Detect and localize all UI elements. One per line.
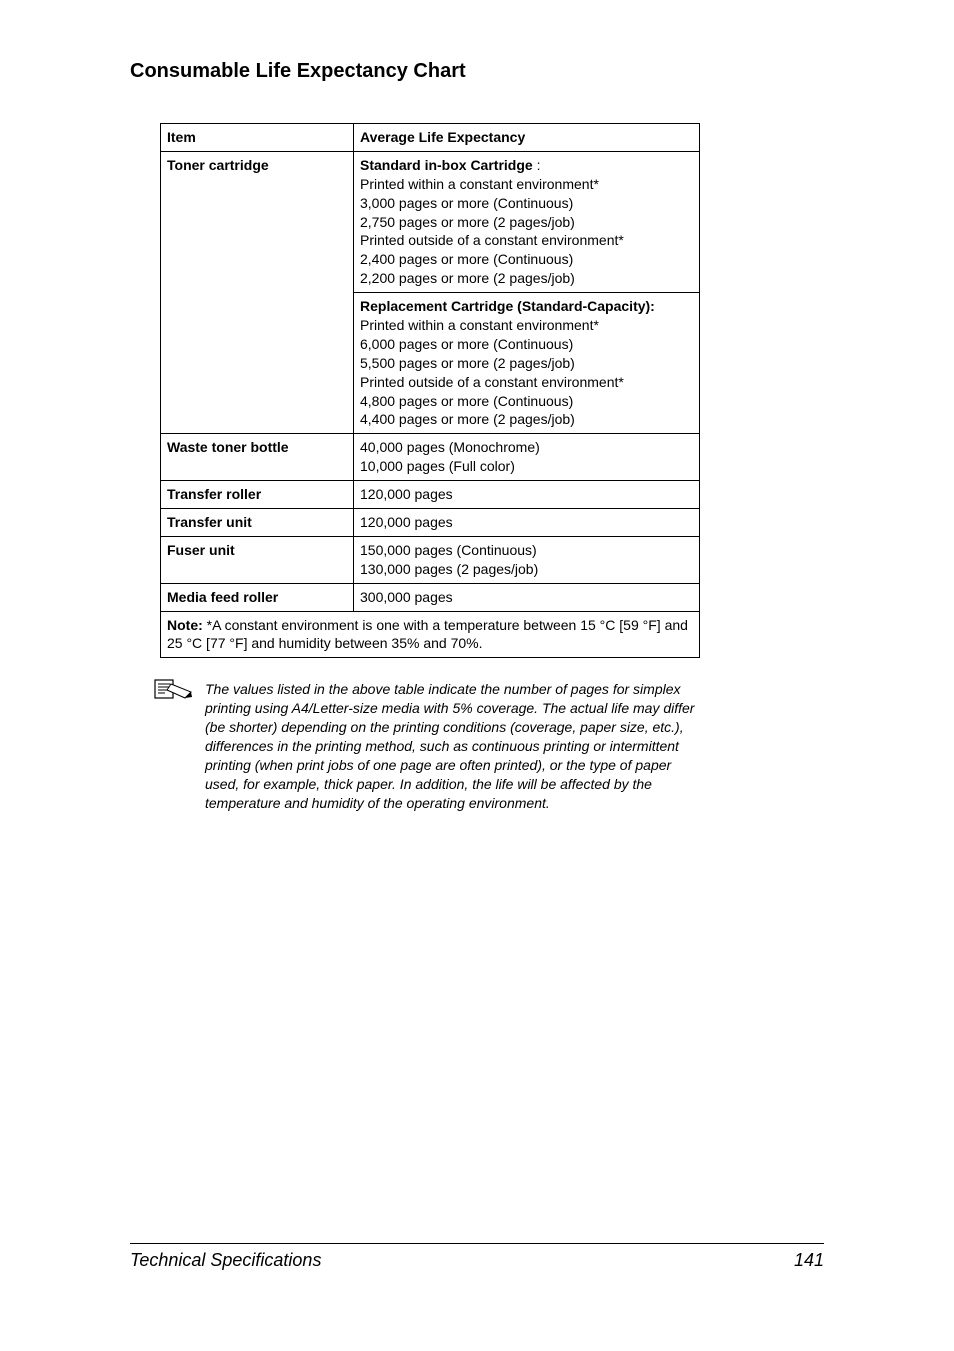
header-expectancy: Average Life Expectancy (354, 124, 700, 152)
table-note-row: Note: *A constant environment is one wit… (161, 611, 700, 658)
toner-rep-l3: 5,500 pages or more (2 pages/job) (360, 355, 575, 371)
toner-rep-l1: Printed within a constant environment* (360, 317, 599, 333)
table-row: Waste toner bottle 40,000 pages (Monochr… (161, 434, 700, 481)
table-header-row: Item Average Life Expectancy (161, 124, 700, 152)
footnote-text: The values listed in the above table ind… (205, 680, 705, 812)
waste-l2: 10,000 pages (Full color) (360, 458, 515, 474)
transfer-unit-val: 120,000 pages (354, 509, 700, 537)
waste-cell: 40,000 pages (Monochrome) 10,000 pages (… (354, 434, 700, 481)
toner-std-l3: 2,750 pages or more (2 pages/job) (360, 214, 575, 230)
fuser-cell: 150,000 pages (Continuous) 130,000 pages… (354, 536, 700, 583)
toner-std-l5: 2,400 pages or more (Continuous) (360, 251, 573, 267)
header-item: Item (161, 124, 354, 152)
table-note-rest: *A constant environment is one with a te… (167, 617, 688, 652)
fuser-l1: 150,000 pages (Continuous) (360, 542, 537, 558)
transfer-roller-val: 120,000 pages (354, 481, 700, 509)
table-row: Transfer unit 120,000 pages (161, 509, 700, 537)
toner-std-l6: 2,200 pages or more (2 pages/job) (360, 270, 575, 286)
table-row: Toner cartridge Standard in-box Cartridg… (161, 151, 700, 292)
toner-rep-l2: 6,000 pages or more (Continuous) (360, 336, 573, 352)
transfer-roller-label: Transfer roller (161, 481, 354, 509)
toner-label: Toner cartridge (161, 151, 354, 433)
table-note-bold: Note: (167, 617, 203, 633)
media-feed-label: Media feed roller (161, 583, 354, 611)
section-title: Consumable Life Expectancy Chart (130, 60, 824, 83)
media-feed-val: 300,000 pages (354, 583, 700, 611)
waste-l1: 40,000 pages (Monochrome) (360, 439, 540, 455)
toner-std-l1: Printed within a constant environment* (360, 176, 599, 192)
toner-rep-l6: 4,400 pages or more (2 pages/job) (360, 411, 575, 427)
waste-label: Waste toner bottle (161, 434, 354, 481)
toner-std-l2: 3,000 pages or more (Continuous) (360, 195, 573, 211)
transfer-unit-label: Transfer unit (161, 509, 354, 537)
table-note-cell: Note: *A constant environment is one wit… (161, 611, 700, 658)
toner-std-colon: : (533, 157, 541, 173)
toner-std-l4: Printed outside of a constant environmen… (360, 232, 624, 248)
table-row: Media feed roller 300,000 pages (161, 583, 700, 611)
consumables-table: Item Average Life Expectancy Toner cartr… (160, 123, 700, 658)
toner-rep-cell: Replacement Cartridge (Standard-Capacity… (354, 293, 700, 434)
footer-title: Technical Specifications (130, 1250, 321, 1271)
toner-std-title: Standard in-box Cartridge (360, 157, 533, 173)
table-row: Transfer roller 120,000 pages (161, 481, 700, 509)
footnote-block: The values listed in the above table ind… (205, 680, 705, 812)
table-row: Fuser unit 150,000 pages (Continuous) 13… (161, 536, 700, 583)
note-icon (153, 678, 193, 700)
toner-rep-title: Replacement Cartridge (Standard-Capacity… (360, 298, 655, 314)
fuser-l2: 130,000 pages (2 pages/job) (360, 561, 538, 577)
fuser-label: Fuser unit (161, 536, 354, 583)
footer-page-number: 141 (794, 1250, 824, 1271)
toner-std-cell: Standard in-box Cartridge : Printed with… (354, 151, 700, 292)
toner-rep-l5: 4,800 pages or more (Continuous) (360, 393, 573, 409)
toner-rep-l4: Printed outside of a constant environmen… (360, 374, 624, 390)
page-footer: Technical Specifications 141 (130, 1243, 824, 1271)
